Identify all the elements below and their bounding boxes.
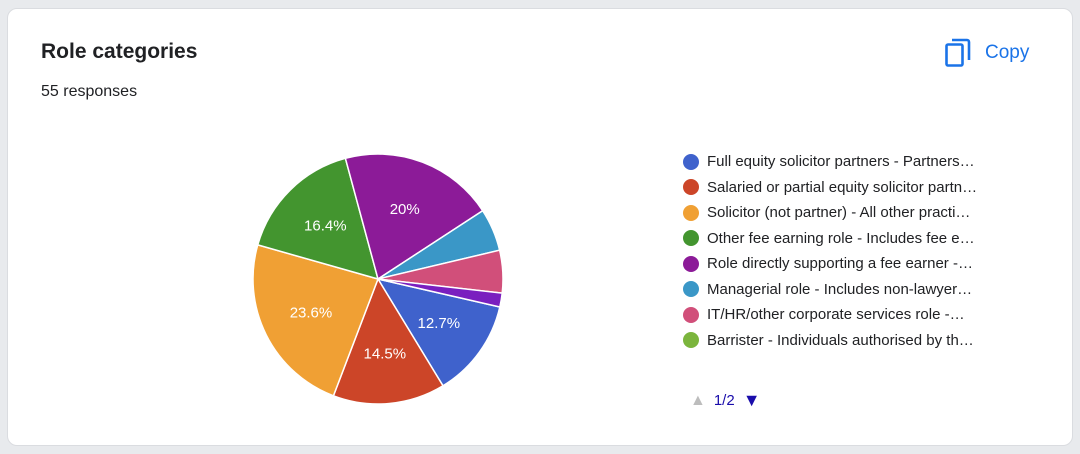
legend-item[interactable]: Managerial role - Includes non-lawyer… [683, 277, 1023, 303]
pie-data-label-1: 14.5% [364, 346, 407, 363]
pie-slice-8[interactable] [377, 278, 504, 308]
legend-swatch [683, 153, 699, 170]
pie-slice-3[interactable] [256, 157, 380, 281]
pie-data-label-2: 23.6% [290, 305, 333, 322]
legend-item[interactable]: IT/HR/other corporate services role -… [683, 302, 1023, 328]
pie-data-label-3: 16.4% [304, 218, 347, 235]
chart-legend: Full equity solicitor partners - Partner… [683, 149, 1023, 353]
copy-label: Copy [985, 42, 1030, 63]
chart-title: Role categories [41, 40, 198, 63]
legend-label: Solicitor (not partner) - All other prac… [707, 204, 971, 222]
legend-item[interactable]: Barrister - Individuals authorised by th… [683, 328, 1023, 354]
triangle-down-icon[interactable]: ▼ [742, 390, 761, 410]
chart-card: Role categories 55 responses Copy 12.7% 1… [7, 8, 1073, 446]
legend-label: Salaried or partial equity solicitor par… [707, 178, 978, 196]
copy-button[interactable]: Copy [941, 35, 1033, 71]
pie-slice-0[interactable] [376, 277, 501, 387]
legend-page-indicator: 1/2 [713, 392, 735, 409]
pie-chart: 12.7% 14.5% 23.6% 16.4% 20% [248, 149, 508, 409]
legend-item[interactable]: Full equity solicitor partners - Partner… [683, 149, 1023, 175]
legend-swatch [683, 179, 699, 196]
legend-label: Managerial role - Includes non-lawyer… [707, 280, 973, 298]
response-count: 55 responses [41, 83, 138, 100]
pie-data-label-0: 12.7% [418, 315, 461, 332]
legend-swatch [683, 204, 699, 221]
legend-item[interactable]: Solicitor (not partner) - All other prac… [683, 200, 1023, 226]
legend-swatch [683, 281, 699, 298]
legend-label: Full equity solicitor partners - Partner… [707, 153, 975, 171]
legend-pager: ▲ 1/2 ▼ [690, 390, 761, 411]
pie-data-label-4: 20% [390, 201, 420, 218]
legend-label: IT/HR/other corporate services role -… [707, 306, 965, 324]
legend-swatch [683, 255, 699, 272]
legend-item[interactable]: Other fee earning role - Includes fee e… [683, 226, 1023, 252]
pie-slice-4[interactable] [344, 153, 484, 281]
legend-swatch [683, 332, 699, 349]
pie-slice-2[interactable] [252, 243, 379, 397]
legend-label: Role directly supporting a fee earner -… [707, 255, 973, 273]
legend-swatch [683, 230, 699, 247]
pie-slice-1[interactable] [332, 277, 445, 405]
copy-icon [945, 38, 971, 68]
legend-swatch [683, 306, 699, 323]
legend-item[interactable]: Salaried or partial equity solicitor par… [683, 175, 1023, 201]
legend-label: Other fee earning role - Includes fee e… [707, 229, 975, 247]
triangle-up-icon[interactable]: ▲ [690, 391, 706, 409]
legend-label: Barrister - Individuals authorised by th… [707, 331, 974, 349]
legend-item[interactable]: Role directly supporting a fee earner -… [683, 251, 1023, 277]
